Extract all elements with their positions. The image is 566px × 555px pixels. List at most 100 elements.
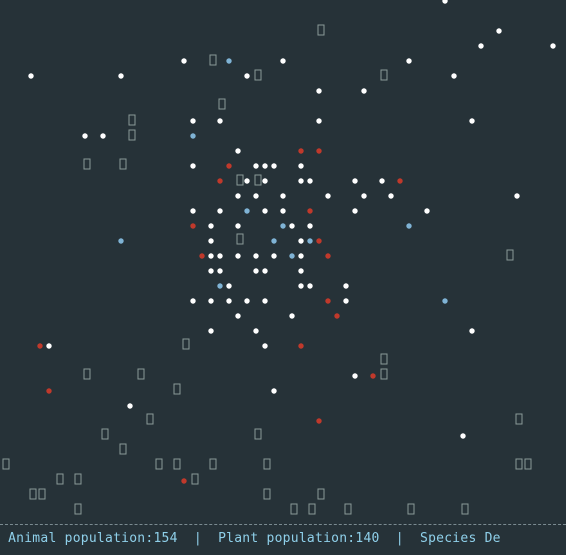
plant-box-icon bbox=[155, 458, 163, 470]
animal-dot-icon bbox=[496, 28, 502, 34]
animal-dot-icon bbox=[235, 223, 241, 229]
animal-dot-icon bbox=[181, 58, 187, 64]
animal-dot-icon bbox=[208, 328, 214, 334]
animal-dot-icon bbox=[361, 193, 367, 199]
plant-box-icon bbox=[515, 458, 523, 470]
animal-dot-icon bbox=[37, 343, 43, 349]
animal-dot-icon bbox=[307, 238, 313, 244]
animal-dot-icon bbox=[253, 253, 259, 259]
plant-box-icon bbox=[380, 353, 388, 365]
animal-dot-icon bbox=[262, 298, 268, 304]
animal-dot-icon bbox=[208, 223, 214, 229]
plant-box-icon bbox=[2, 458, 10, 470]
plant-box-icon bbox=[218, 98, 226, 110]
animal-dot-icon bbox=[226, 163, 232, 169]
animal-dot-icon bbox=[343, 298, 349, 304]
animal-dot-icon bbox=[442, 0, 448, 4]
plant-box-icon bbox=[344, 503, 352, 515]
animal-dot-icon bbox=[217, 178, 223, 184]
animal-dot-icon bbox=[370, 373, 376, 379]
animal-dot-icon bbox=[127, 403, 133, 409]
plant-box-icon bbox=[263, 488, 271, 500]
animal-dot-icon bbox=[190, 208, 196, 214]
animal-dot-icon bbox=[190, 223, 196, 229]
plant-box-icon bbox=[236, 174, 244, 186]
animal-dot-icon bbox=[208, 238, 214, 244]
animal-dot-icon bbox=[217, 283, 223, 289]
plant-box-icon bbox=[524, 458, 532, 470]
animal-dot-icon bbox=[289, 223, 295, 229]
animal-dot-icon bbox=[514, 193, 520, 199]
animal-dot-icon bbox=[379, 178, 385, 184]
animal-dot-icon bbox=[361, 88, 367, 94]
animal-dot-icon bbox=[217, 268, 223, 274]
status-bar: Animal population:154 | Plant population… bbox=[0, 524, 566, 555]
animal-dot-icon bbox=[316, 88, 322, 94]
animal-dot-icon bbox=[46, 388, 52, 394]
animal-dot-icon bbox=[424, 208, 430, 214]
plant-box-icon bbox=[380, 368, 388, 380]
animal-dot-icon bbox=[289, 253, 295, 259]
plant-box-icon bbox=[182, 338, 190, 350]
plant-box-icon bbox=[137, 368, 145, 380]
plant-box-icon bbox=[506, 249, 514, 261]
plant-box-icon bbox=[74, 473, 82, 485]
animal-dot-icon bbox=[298, 163, 304, 169]
animal-dot-icon bbox=[262, 208, 268, 214]
animal-dot-icon bbox=[226, 283, 232, 289]
plant-box-icon bbox=[38, 488, 46, 500]
animal-dot-icon bbox=[271, 163, 277, 169]
animal-dot-icon bbox=[100, 133, 106, 139]
plant-box-icon bbox=[380, 69, 388, 81]
plant-box-icon bbox=[128, 129, 136, 141]
animal-dot-icon bbox=[244, 178, 250, 184]
animal-dot-icon bbox=[244, 298, 250, 304]
plant-box-icon bbox=[119, 443, 127, 455]
animal-dot-icon bbox=[325, 298, 331, 304]
status-text: Animal population:154 | Plant population… bbox=[0, 531, 501, 546]
animal-dot-icon bbox=[280, 58, 286, 64]
animal-dot-icon bbox=[235, 148, 241, 154]
animal-dot-icon bbox=[469, 118, 475, 124]
animal-dot-icon bbox=[46, 343, 52, 349]
plant-box-icon bbox=[263, 458, 271, 470]
animal-dot-icon bbox=[343, 283, 349, 289]
plant-box-icon bbox=[317, 24, 325, 36]
animal-dot-icon bbox=[316, 238, 322, 244]
animal-dot-icon bbox=[253, 328, 259, 334]
status-divider bbox=[0, 524, 566, 529]
animal-dot-icon bbox=[208, 253, 214, 259]
animal-dot-icon bbox=[298, 148, 304, 154]
animal-dot-icon bbox=[262, 343, 268, 349]
animal-dot-icon bbox=[190, 133, 196, 139]
plant-box-icon bbox=[236, 233, 244, 245]
animal-dot-icon bbox=[298, 238, 304, 244]
plant-box-icon bbox=[83, 158, 91, 170]
plant-box-icon bbox=[29, 488, 37, 500]
animal-dot-icon bbox=[298, 253, 304, 259]
animal-dot-icon bbox=[280, 208, 286, 214]
animal-dot-icon bbox=[442, 298, 448, 304]
plant-box-icon bbox=[191, 473, 199, 485]
animal-dot-icon bbox=[325, 193, 331, 199]
plant-box-icon bbox=[515, 413, 523, 425]
animal-dot-icon bbox=[253, 163, 259, 169]
animal-dot-icon bbox=[316, 148, 322, 154]
animal-dot-icon bbox=[271, 388, 277, 394]
plant-box-icon bbox=[461, 503, 469, 515]
plant-box-icon bbox=[317, 488, 325, 500]
animal-dot-icon bbox=[262, 163, 268, 169]
plants-layer bbox=[2, 24, 532, 515]
animal-dot-icon bbox=[244, 73, 250, 79]
animal-dot-icon bbox=[244, 208, 250, 214]
plant-box-icon bbox=[128, 114, 136, 126]
animal-dot-icon bbox=[280, 193, 286, 199]
plant-box-icon bbox=[101, 428, 109, 440]
animal-dot-icon bbox=[262, 178, 268, 184]
animals-layer bbox=[28, 0, 556, 484]
animal-dot-icon bbox=[190, 163, 196, 169]
plant-box-icon bbox=[254, 69, 262, 81]
animal-dot-icon bbox=[271, 253, 277, 259]
plant-box-icon bbox=[56, 473, 64, 485]
